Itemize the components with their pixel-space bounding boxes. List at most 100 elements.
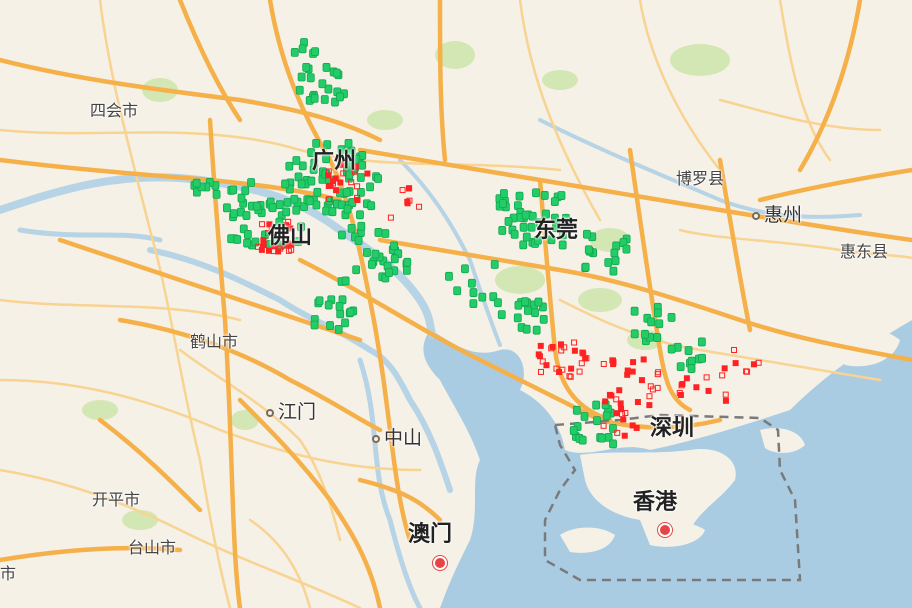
station-marker-green[interactable] xyxy=(312,200,321,210)
station-marker-red[interactable] xyxy=(732,360,739,367)
station-marker-green[interactable] xyxy=(531,308,539,317)
station-marker-red[interactable] xyxy=(561,344,568,351)
station-marker-red[interactable] xyxy=(683,375,690,382)
station-marker-red[interactable] xyxy=(537,342,544,349)
station-marker-green[interactable] xyxy=(547,235,556,245)
station-marker-red[interactable] xyxy=(582,355,589,362)
station-marker-red[interactable] xyxy=(260,242,267,249)
station-marker-red[interactable] xyxy=(567,373,574,380)
station-marker-green[interactable] xyxy=(297,72,306,82)
station-marker-green[interactable] xyxy=(310,158,319,168)
station-marker-green[interactable] xyxy=(557,191,566,200)
station-marker-green[interactable] xyxy=(275,217,284,227)
station-marker-red[interactable] xyxy=(654,384,661,391)
station-marker-green[interactable] xyxy=(229,209,238,218)
station-marker-red[interactable] xyxy=(325,182,332,189)
station-marker-green[interactable] xyxy=(667,313,676,322)
station-marker-red[interactable] xyxy=(613,410,620,417)
station-marker-green[interactable] xyxy=(212,189,221,199)
station-marker-green[interactable] xyxy=(514,300,523,310)
station-marker-red[interactable] xyxy=(719,372,726,379)
station-marker-green[interactable] xyxy=(539,315,548,324)
station-marker-green[interactable] xyxy=(367,201,376,211)
station-marker-green[interactable] xyxy=(597,433,606,443)
station-marker-green[interactable] xyxy=(341,318,349,328)
station-marker-red[interactable] xyxy=(557,341,564,348)
station-marker-green[interactable] xyxy=(335,153,344,163)
station-marker-green[interactable] xyxy=(358,160,367,170)
station-marker-red[interactable] xyxy=(634,399,641,406)
station-marker-green[interactable] xyxy=(592,400,601,410)
station-marker-green[interactable] xyxy=(602,411,611,421)
station-marker-green[interactable] xyxy=(332,68,341,78)
station-marker-red[interactable] xyxy=(614,429,621,436)
station-marker-red[interactable] xyxy=(271,243,278,250)
station-marker-red[interactable] xyxy=(553,365,560,372)
station-marker-green[interactable] xyxy=(247,178,255,187)
station-marker-green[interactable] xyxy=(561,213,570,223)
station-marker-green[interactable] xyxy=(237,193,246,203)
station-marker-green[interactable] xyxy=(307,176,316,186)
station-marker-green[interactable] xyxy=(307,148,316,157)
station-marker-green[interactable] xyxy=(315,296,324,306)
station-marker-green[interactable] xyxy=(498,226,507,235)
station-marker-red[interactable] xyxy=(600,360,607,367)
station-marker-green[interactable] xyxy=(357,187,365,197)
station-marker-green[interactable] xyxy=(504,217,513,226)
station-marker-green[interactable] xyxy=(403,257,412,267)
station-marker-green[interactable] xyxy=(630,306,639,316)
station-marker-green[interactable] xyxy=(558,240,567,250)
station-marker-green[interactable] xyxy=(609,266,618,276)
station-marker-green[interactable] xyxy=(310,93,319,103)
station-marker-red[interactable] xyxy=(622,409,629,416)
station-marker-green[interactable] xyxy=(346,307,355,317)
station-marker-red[interactable] xyxy=(275,248,282,255)
station-marker-green[interactable] xyxy=(622,244,631,254)
station-marker-red[interactable] xyxy=(260,237,267,244)
station-marker-green[interactable] xyxy=(347,223,356,233)
station-marker-green[interactable] xyxy=(252,201,261,211)
station-marker-green[interactable] xyxy=(241,186,250,196)
station-marker-green[interactable] xyxy=(521,210,530,220)
station-marker-green[interactable] xyxy=(687,364,696,373)
station-marker-green[interactable] xyxy=(306,73,315,83)
station-marker-red[interactable] xyxy=(613,396,620,403)
station-marker-green[interactable] xyxy=(344,138,353,148)
station-marker-green[interactable] xyxy=(338,230,346,240)
station-marker-green[interactable] xyxy=(655,319,664,329)
station-marker-green[interactable] xyxy=(275,200,284,210)
station-marker-green[interactable] xyxy=(609,424,617,433)
station-marker-green[interactable] xyxy=(611,256,620,266)
station-marker-red[interactable] xyxy=(330,178,337,185)
station-marker-green[interactable] xyxy=(374,228,383,237)
station-marker-red[interactable] xyxy=(638,377,645,384)
station-marker-green[interactable] xyxy=(522,232,531,242)
station-marker-red[interactable] xyxy=(624,367,631,374)
station-marker-green[interactable] xyxy=(385,268,393,278)
station-marker-green[interactable] xyxy=(334,325,343,334)
station-marker-red[interactable] xyxy=(537,368,544,375)
station-marker-red[interactable] xyxy=(259,221,266,228)
station-marker-red[interactable] xyxy=(571,339,578,346)
station-marker-green[interactable] xyxy=(630,329,639,339)
station-marker-green[interactable] xyxy=(290,47,299,57)
station-marker-red[interactable] xyxy=(731,346,738,353)
station-marker-green[interactable] xyxy=(698,353,706,363)
station-marker-green[interactable] xyxy=(513,313,522,323)
station-marker-green[interactable] xyxy=(326,321,334,330)
station-marker-green[interactable] xyxy=(297,179,306,189)
station-marker-red[interactable] xyxy=(620,416,627,423)
station-marker-green[interactable] xyxy=(527,222,536,232)
station-marker-red[interactable] xyxy=(721,365,728,372)
station-marker-green[interactable] xyxy=(363,248,371,257)
station-marker-green[interactable] xyxy=(469,288,478,297)
station-marker-red[interactable] xyxy=(354,183,361,190)
station-marker-red[interactable] xyxy=(629,422,636,429)
station-marker-green[interactable] xyxy=(366,182,374,192)
station-marker-green[interactable] xyxy=(311,47,319,57)
station-marker-green[interactable] xyxy=(676,362,685,371)
station-marker-green[interactable] xyxy=(540,191,549,200)
station-marker-red[interactable] xyxy=(558,347,565,354)
station-marker-green[interactable] xyxy=(282,207,291,217)
